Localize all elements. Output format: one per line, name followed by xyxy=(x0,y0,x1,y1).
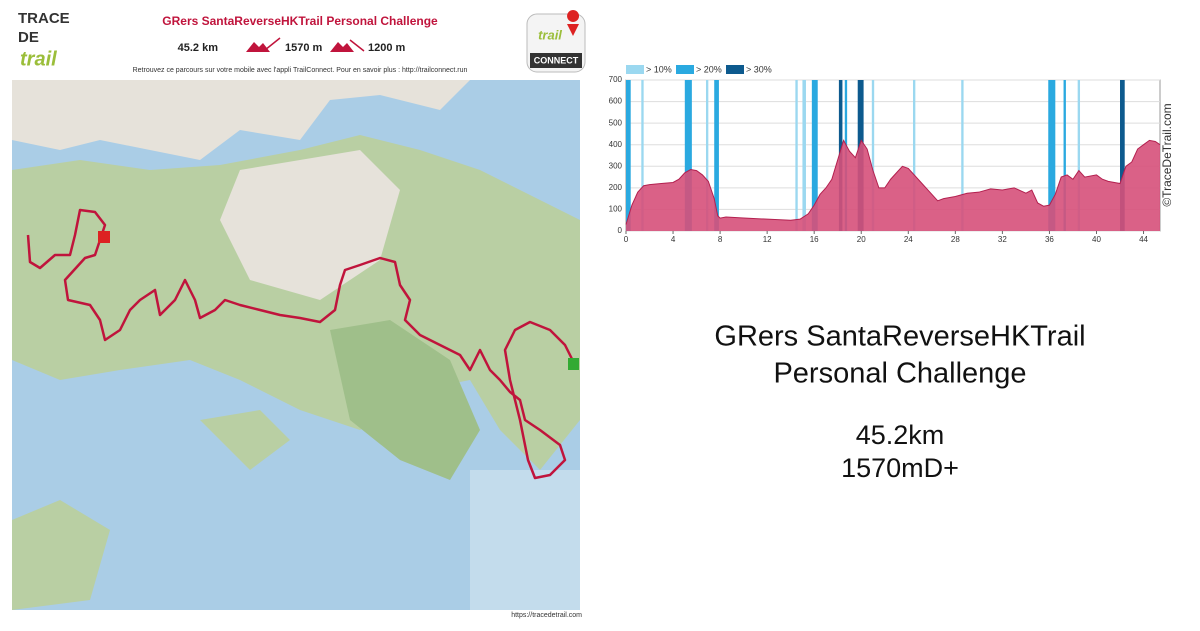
summary-title: Personal Challenge xyxy=(773,358,1026,390)
y-tick-label: 500 xyxy=(609,118,623,127)
x-tick-label: 16 xyxy=(810,235,819,244)
hill xyxy=(330,320,480,480)
logo-text: DE xyxy=(18,29,39,46)
legend-label: > 10% xyxy=(646,64,672,74)
legend-label: > 30% xyxy=(746,64,772,74)
x-tick-label: 36 xyxy=(1045,235,1054,244)
x-tick-label: 12 xyxy=(763,235,772,244)
slope-band xyxy=(705,80,709,231)
x-tick-label: 40 xyxy=(1092,235,1101,244)
summary-title: GRers SantaReverseHKTrail xyxy=(714,321,1085,353)
slope-band xyxy=(1063,80,1066,231)
y-tick-label: 100 xyxy=(609,205,623,214)
map-credit: https://tracedetrail.com xyxy=(511,612,582,619)
y-tick-label: 600 xyxy=(609,97,623,106)
x-tick-label: 8 xyxy=(718,235,723,244)
y-tick-label: 300 xyxy=(609,161,623,170)
ascent-arrow xyxy=(264,37,281,51)
x-tick-label: 32 xyxy=(998,235,1007,244)
descent-arrow xyxy=(349,39,365,52)
legend-label: > 20% xyxy=(696,64,722,74)
legend-swatch xyxy=(626,65,644,74)
urban xyxy=(220,150,400,300)
x-tick-label: 24 xyxy=(904,235,913,244)
slope-band xyxy=(1048,80,1056,231)
logo-text: TRACE xyxy=(18,10,70,27)
slope-band xyxy=(811,80,818,231)
map xyxy=(12,80,580,610)
summary-distance: 45.2km xyxy=(856,420,945,450)
app-icon-text: CONNECT xyxy=(534,55,579,65)
copyright: ©TraceDeTrail.com xyxy=(1160,103,1174,206)
logo-text: trail xyxy=(20,48,57,70)
map-title: GRers SantaReverseHKTrail Personal Chall… xyxy=(162,14,438,28)
elevation-area xyxy=(626,140,1160,231)
summary-elevation: 1570mD+ xyxy=(841,453,959,483)
legend-swatch xyxy=(676,65,694,74)
stat-ascent: 1570 m xyxy=(285,42,323,54)
x-tick-label: 4 xyxy=(671,235,676,244)
x-tick-label: 0 xyxy=(624,235,629,244)
slope-band xyxy=(795,80,798,231)
island xyxy=(12,500,110,610)
slope-band xyxy=(802,80,806,231)
elevation-chart: 0 100 200 300 400 500 600 700 0 4 8 12 16 20 24 28 32 36 4… xyxy=(609,64,1161,244)
elevation-line xyxy=(625,139,1161,225)
slope-band xyxy=(714,80,719,231)
legend-swatch xyxy=(726,65,744,74)
land xyxy=(12,80,470,160)
ascent-icon xyxy=(246,42,270,52)
island xyxy=(200,410,290,470)
slope-band xyxy=(1077,80,1081,231)
slope-band xyxy=(1120,80,1125,231)
stat-descent: 1200 m xyxy=(368,42,406,54)
y-tick-label: 200 xyxy=(609,183,623,192)
slope-band xyxy=(961,80,964,231)
start-marker xyxy=(98,231,110,243)
slope-band xyxy=(626,80,631,231)
app-icon-text: trail xyxy=(538,27,562,42)
slope-band xyxy=(912,80,916,231)
route xyxy=(26,208,577,480)
slope-band xyxy=(871,80,875,231)
sea-tile xyxy=(470,470,580,610)
slope-band xyxy=(684,80,692,231)
x-tick-label: 20 xyxy=(857,235,866,244)
x-tick-label: 28 xyxy=(951,235,960,244)
y-tick-label: 400 xyxy=(609,140,623,149)
stat-distance: 45.2 km xyxy=(178,42,219,54)
slope-band xyxy=(641,80,644,231)
app-note: Retrouvez ce parcours sur votre mobile a… xyxy=(133,67,468,74)
descent-icon xyxy=(330,42,354,52)
app-band xyxy=(530,53,582,68)
y-tick-label: 700 xyxy=(609,75,623,84)
end-marker xyxy=(568,358,579,370)
x-tick-label: 44 xyxy=(1139,235,1148,244)
y-tick-label: 0 xyxy=(618,226,623,235)
app-pin xyxy=(567,10,580,36)
